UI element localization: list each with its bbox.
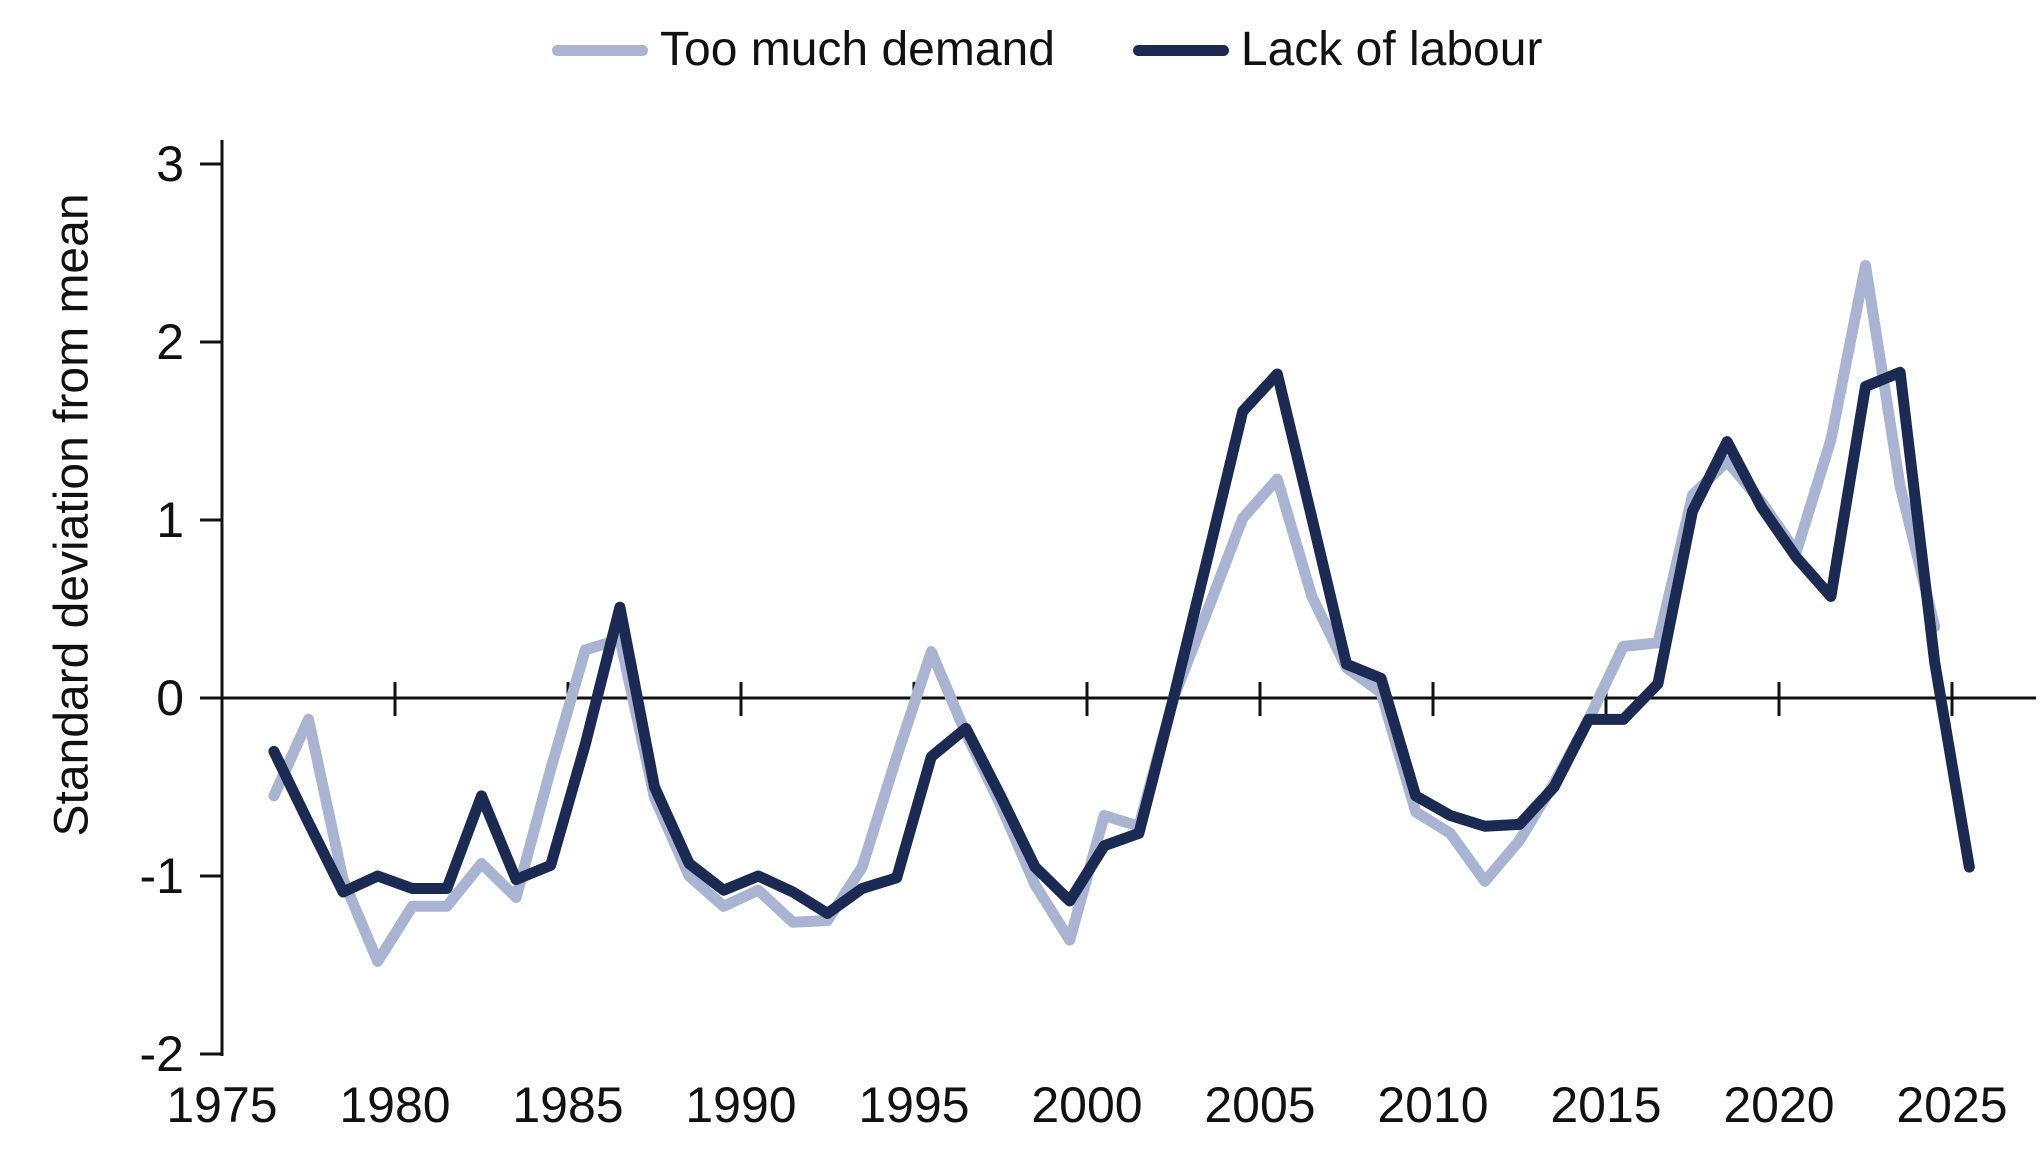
legend-label-too-much-demand: Too much demand <box>660 23 1055 76</box>
legend-swatch-too-much-demand <box>552 44 648 56</box>
x-tick-label: 2015 <box>1550 1077 1661 1133</box>
series-line-too-much-demand <box>268 260 1941 967</box>
y-tick-label: 1 <box>156 492 184 548</box>
y-tick-label: 3 <box>156 136 184 192</box>
x-tick-label: 2020 <box>1723 1077 1834 1133</box>
x-tick-label: 1985 <box>512 1077 623 1133</box>
x-tick-label: 1990 <box>685 1077 796 1133</box>
y-tick-label: -1 <box>140 848 184 904</box>
x-tick-label: 2000 <box>1031 1077 1142 1133</box>
x-tick-label: 1980 <box>339 1077 450 1133</box>
x-tick-label: 2025 <box>1896 1077 2007 1133</box>
y-tick-label: 2 <box>156 314 184 370</box>
legend-item-too-much-demand: Too much demand <box>552 22 1055 78</box>
y-tick-label: 0 <box>156 670 184 726</box>
legend-item-lack-of-labour: Lack of labour <box>1132 22 1543 78</box>
legend-swatch-lack-of-labour <box>1132 44 1229 56</box>
legend-label-lack-of-labour: Lack of labour <box>1240 23 1543 76</box>
x-tick-label: 1975 <box>166 1077 277 1133</box>
x-tick-label: 1995 <box>858 1077 969 1133</box>
x-tick-label: 2005 <box>1204 1077 1315 1133</box>
chart-legend: Too much demand Lack of labour <box>552 22 1542 78</box>
y-tick-label: -2 <box>140 1026 184 1082</box>
series-line-lack-of-labour <box>268 366 1975 919</box>
x-tick-label: 2010 <box>1377 1077 1488 1133</box>
